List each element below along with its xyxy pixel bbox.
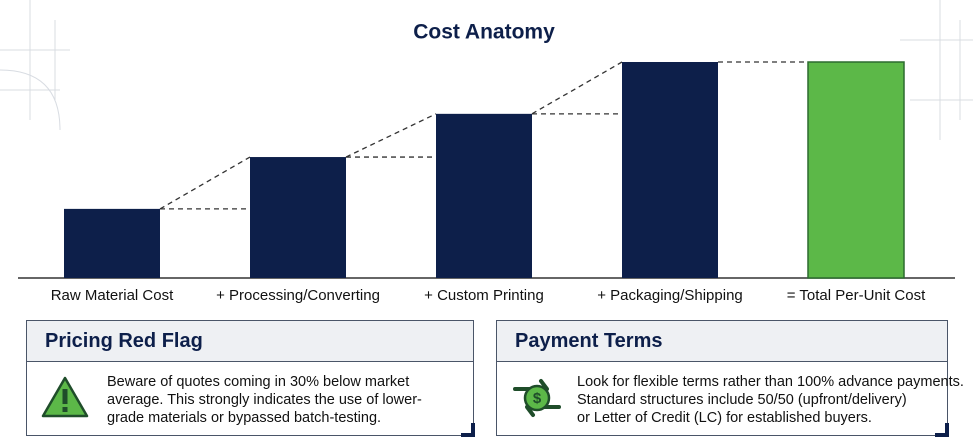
bar — [64, 208, 160, 278]
bar — [250, 157, 346, 278]
panel-text: Look for flexible terms rather than 100%… — [577, 373, 964, 427]
x-tick-label: = Total Per-Unit Cost — [787, 287, 926, 304]
chart-title: Cost Anatomy — [413, 21, 555, 44]
connector — [345, 113, 437, 158]
warning-icon — [41, 376, 89, 418]
text-line: or Letter of Credit (LC) for established… — [577, 410, 872, 426]
text-line: Look for flexible terms rather than 100%… — [577, 374, 964, 390]
x-tick-label: + Processing/Converting — [216, 287, 380, 304]
payment-icon: $ — [513, 379, 561, 417]
connector — [159, 156, 251, 210]
panel-text: Beware of quotes coming in 30% below mar… — [107, 373, 422, 427]
bar — [622, 62, 718, 278]
text-line: Standard structures include 50/50 (upfro… — [577, 392, 907, 408]
connector — [531, 61, 623, 115]
text-line: average. This strongly indicates the use… — [107, 392, 422, 408]
corner-accent — [461, 423, 475, 437]
background-decoration — [0, 0, 973, 140]
svg-text:$: $ — [533, 390, 542, 407]
bar — [807, 61, 905, 279]
x-tick-label: Raw Material Cost — [51, 287, 174, 304]
panel: Pricing Red Flag Beware of quotes coming… — [26, 320, 475, 437]
panel: Payment Terms $ Look for flexible terms … — [496, 320, 964, 437]
x-tick-label: + Custom Printing — [424, 287, 544, 304]
x-tick-label: + Packaging/Shipping — [597, 287, 743, 304]
text-line: Beware of quotes coming in 30% below mar… — [107, 374, 410, 390]
panel-title: Payment Terms — [497, 321, 947, 362]
chart: Cost Anatomy Raw Material Cost + Processi… — [0, 0, 973, 304]
panel-title: Pricing Red Flag — [27, 321, 473, 362]
corner-accent — [935, 423, 949, 437]
text-line: grade materials or bypassed batch-testin… — [107, 410, 382, 426]
bar — [436, 113, 532, 278]
